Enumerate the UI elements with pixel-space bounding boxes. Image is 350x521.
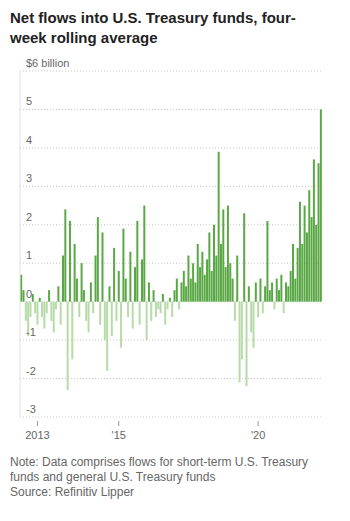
html-text:Note: Data comprises flows for: Note: Data comprises flows for short-ter… [10, 455, 309, 484]
svg-text:3: 3 [26, 172, 32, 184]
svg-text:'20: '20 [251, 429, 265, 441]
svg-text:-2: -2 [26, 365, 36, 377]
svg-text:0: 0 [26, 288, 32, 300]
svg-text:2013: 2013 [25, 429, 49, 441]
svg-text:-1: -1 [26, 326, 36, 338]
svg-text:'15: '15 [112, 429, 126, 441]
svg-text:2: 2 [26, 211, 32, 223]
svg-text:-3: -3 [26, 403, 36, 415]
html-text:Source: Refinitiv Lipper: Source: Refinitiv Lipper [10, 485, 135, 499]
html-text:Net flows into U.S. Treasury f: Net flows into U.S. Treasury funds, four… [10, 9, 296, 46]
svg-text:5: 5 [26, 95, 32, 107]
svg-text:4: 4 [26, 134, 32, 146]
svg-text:$6 billion: $6 billion [26, 57, 69, 69]
svg-text:1: 1 [26, 249, 32, 261]
